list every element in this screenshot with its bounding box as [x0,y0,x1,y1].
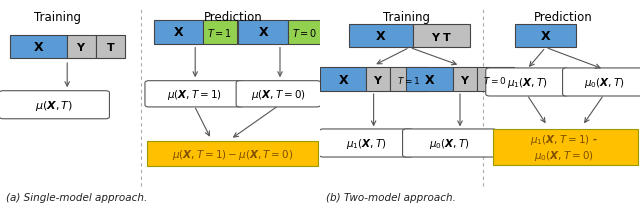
Text: $\mu_1(\boldsymbol{X},T)$: $\mu_1(\boldsymbol{X},T)$ [346,136,387,150]
Bar [413,25,470,48]
Text: $\mathbf{X}$: $\mathbf{X}$ [33,41,44,54]
Text: $\mu_1(\boldsymbol{X},T)$: $\mu_1(\boldsymbol{X},T)$ [507,76,547,90]
Text: $\mathbf{X}$: $\mathbf{X}$ [337,73,349,86]
Bar [154,21,204,44]
Text: $\mathbf{X}$: $\mathbf{X}$ [257,26,269,39]
Text: $\mu_0(\boldsymbol{X},T)$: $\mu_0(\boldsymbol{X},T)$ [429,136,470,150]
Text: (a) Single-model approach.: (a) Single-model approach. [6,192,148,202]
Bar [390,68,428,92]
Text: Training: Training [383,11,430,24]
Bar [204,21,237,44]
FancyBboxPatch shape [145,81,244,107]
Text: $\mathbf{Y}$: $\mathbf{Y}$ [77,41,86,53]
Bar [10,35,67,59]
Text: (b) Two-model approach.: (b) Two-model approach. [326,192,456,202]
FancyBboxPatch shape [486,69,569,97]
FancyBboxPatch shape [0,91,109,119]
Text: $\mathbf{Y}$: $\mathbf{Y}$ [460,74,470,86]
Bar [239,21,288,44]
Text: $\mu_0(\boldsymbol{X},T)$: $\mu_0(\boldsymbol{X},T)$ [584,76,624,90]
Bar [453,68,477,92]
Text: Prediction: Prediction [204,11,263,24]
Text: Training: Training [34,11,81,24]
Text: $\mathbf{X}$: $\mathbf{X}$ [173,26,184,39]
Text: $T{=}0$: $T{=}0$ [292,27,317,39]
Text: $T{=}1$: $T{=}1$ [207,27,232,39]
Bar [288,21,322,44]
Text: $\mu(\boldsymbol{X},T{=}1)$: $\mu(\boldsymbol{X},T{=}1)$ [167,87,221,101]
Bar [147,142,319,166]
Bar [96,35,125,59]
FancyBboxPatch shape [563,69,640,97]
Bar [349,25,413,48]
FancyBboxPatch shape [403,129,497,157]
Bar [493,130,639,165]
FancyBboxPatch shape [236,81,321,107]
Bar [67,35,96,59]
Text: $\mathbf{X}$: $\mathbf{X}$ [424,73,435,86]
Text: $\mu(\boldsymbol{X},T{=}0)$: $\mu(\boldsymbol{X},T{=}0)$ [251,87,306,101]
Text: Prediction: Prediction [534,11,593,24]
Text: $\mathbf{T}$: $\mathbf{T}$ [106,41,115,53]
Text: $\mu(\boldsymbol{X},T{=}1) - \mu(\boldsymbol{X},T{=}0)$: $\mu(\boldsymbol{X},T{=}1) - \mu(\boldsy… [172,147,293,161]
Bar [320,68,366,92]
Bar [515,25,576,48]
Text: $\mathbf{X}$: $\mathbf{X}$ [540,30,551,43]
Text: $\mu(\boldsymbol{X},T)$: $\mu(\boldsymbol{X},T)$ [35,98,74,112]
FancyBboxPatch shape [319,129,413,157]
Text: $\mu_1(\boldsymbol{X},T{=}1)$ -
$\mu_0(\boldsymbol{X},T{=}0)$: $\mu_1(\boldsymbol{X},T{=}1)$ - $\mu_0(\… [530,132,598,162]
Bar [366,68,390,92]
Text: $\mathbf{Y}$: $\mathbf{Y}$ [373,74,383,86]
Text: $\mathbf{Y}\ \mathbf{T}$: $\mathbf{Y}\ \mathbf{T}$ [431,30,452,42]
Bar [406,68,453,92]
Text: $T{=}1$: $T{=}1$ [397,74,420,85]
Text: $T{=}0$: $T{=}0$ [483,74,507,85]
Bar [477,68,514,92]
Text: $\mathbf{X}$: $\mathbf{X}$ [375,30,387,43]
